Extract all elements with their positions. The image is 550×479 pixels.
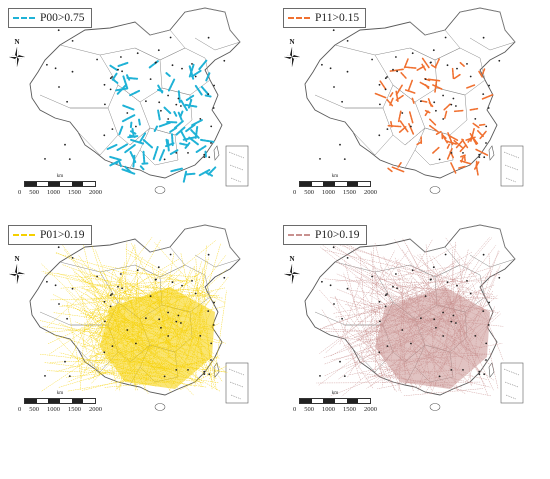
north-label: N xyxy=(8,255,26,263)
legend: P10>0.19 xyxy=(283,225,367,245)
city-dot xyxy=(208,37,210,39)
legend: P11>0.15 xyxy=(283,8,366,28)
scale-tick: 1500 xyxy=(68,189,81,196)
scale-tick: 500 xyxy=(304,189,314,196)
compass-star-icon xyxy=(8,263,283,479)
city-dot xyxy=(445,254,447,256)
scale-tick: 500 xyxy=(29,189,39,196)
scale-tick: 1000 xyxy=(322,189,335,196)
scale-tick: 1000 xyxy=(322,406,335,413)
legend-dashed-line xyxy=(288,17,310,19)
north-arrow: N xyxy=(8,38,26,70)
map-panel-p00: P00>0.75 N km 0 500 1000 1500 2000 xyxy=(0,0,275,216)
scale-unit: km xyxy=(323,391,347,396)
map-panel-p11: P11>0.15 N km 0 500 1000 1500 2000 xyxy=(275,0,550,216)
legend-label: P11>0.15 xyxy=(315,12,359,24)
scale-tick: 0 xyxy=(293,406,296,413)
city-dot xyxy=(72,40,74,42)
city-dot xyxy=(58,29,60,31)
scale-unit: km xyxy=(48,391,72,396)
scale-tick: 0 xyxy=(18,406,21,413)
scale-bar: km 0 500 1000 1500 2000 xyxy=(24,391,96,413)
scale-tick: 2000 xyxy=(364,189,377,196)
city-dot xyxy=(483,37,485,39)
north-arrow: N xyxy=(283,38,301,70)
legend-dashed-line xyxy=(13,234,35,236)
compass-star-icon xyxy=(283,263,550,479)
city-dot xyxy=(72,257,74,259)
city-dot xyxy=(347,40,349,42)
north-label: N xyxy=(283,38,301,46)
map-panel-p10: P10>0.19 N km 0 500 1000 1500 2000 xyxy=(275,217,550,433)
scale-tick: 0 xyxy=(293,189,296,196)
city-dot xyxy=(347,257,349,259)
legend-dashed-line xyxy=(13,17,35,19)
legend: P01>0.19 xyxy=(8,225,92,245)
scale-bar: km 0 500 1000 1500 2000 xyxy=(299,391,371,413)
city-dot xyxy=(333,29,335,31)
scale-tick: 1000 xyxy=(47,189,60,196)
city-dot xyxy=(445,37,447,39)
scale-tick: 1500 xyxy=(343,406,356,413)
city-dot xyxy=(483,254,485,256)
scale-tick: 500 xyxy=(29,406,39,413)
north-arrow: N xyxy=(8,255,26,287)
scale-tick: 1500 xyxy=(68,406,81,413)
scale-unit: km xyxy=(48,174,72,179)
legend-label: P00>0.75 xyxy=(40,12,85,24)
scale-tick: 1000 xyxy=(47,406,60,413)
city-dot xyxy=(170,37,172,39)
scale-tick: 500 xyxy=(304,406,314,413)
city-dot xyxy=(58,246,60,248)
scale-tick: 0 xyxy=(18,189,21,196)
scale-unit: km xyxy=(323,174,347,179)
city-dot xyxy=(170,254,172,256)
map-panel-p01: P01>0.19 N km 0 500 1000 1500 2000 xyxy=(0,217,275,433)
city-dot xyxy=(208,254,210,256)
scale-bar: km 0 500 1000 1500 2000 xyxy=(24,174,96,196)
legend-label: P01>0.19 xyxy=(40,229,85,241)
legend-dashed-line xyxy=(288,234,310,236)
north-arrow: N xyxy=(283,255,301,287)
legend: P00>0.75 xyxy=(8,8,92,28)
scale-tick: 2000 xyxy=(89,406,102,413)
city-dot xyxy=(333,246,335,248)
scale-tick: 1500 xyxy=(343,189,356,196)
scale-tick: 2000 xyxy=(364,406,377,413)
north-label: N xyxy=(283,255,301,263)
legend-label: P10>0.19 xyxy=(315,229,360,241)
scale-tick: 2000 xyxy=(89,189,102,196)
north-label: N xyxy=(8,38,26,46)
scale-bar: km 0 500 1000 1500 2000 xyxy=(299,174,371,196)
